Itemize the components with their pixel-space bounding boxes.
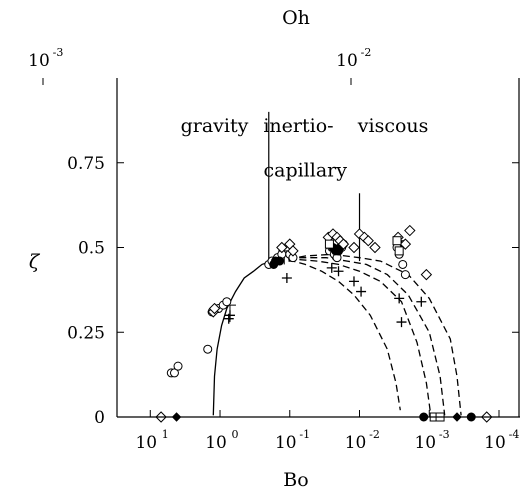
data-point-diamond [404, 224, 416, 237]
data-point-circle [173, 361, 183, 371]
x-tick-label-bottom: 10 [414, 433, 436, 453]
data-point-circle [203, 344, 213, 354]
x-tick-label-bottom: 10 [484, 433, 506, 453]
x-tick-label-bottom-exp: -4 [509, 428, 520, 441]
x-tick-label-top-exp: -3 [53, 46, 64, 59]
data-point-plus [333, 266, 344, 277]
data-point-diamond [362, 235, 374, 247]
data-point-plus [356, 286, 367, 297]
y-tick-label: 0.5 [78, 239, 105, 259]
region-label: inertio- [263, 115, 333, 137]
data-point-circle [398, 259, 408, 269]
data-point-square [324, 239, 334, 249]
x-tick-label-bottom-exp: 0 [232, 428, 239, 441]
model-curve-dashed [277, 257, 446, 416]
data-point-square [392, 236, 402, 246]
x-tick-label-top: 10 [28, 51, 50, 71]
x-tick-label-bottom: 10 [135, 433, 157, 453]
x-tick-label-bottom-exp: -3 [439, 428, 450, 441]
data-point-diamond [348, 241, 360, 254]
data-point-diamond [420, 268, 433, 281]
data-point-diamond [208, 302, 221, 315]
data-point-diamond [287, 245, 299, 257]
axes: 10 1 10 0 10 -1 10 -2 10 -3 10-410-3 10 -200.250.50.… [28, 46, 520, 453]
region-label: gravity [181, 115, 249, 137]
x-axis-top-label: Oh [282, 7, 310, 29]
data-point-plus [416, 296, 427, 307]
x-tick-label-bottom: 10 [205, 433, 227, 453]
model-curve-dashed [277, 258, 432, 416]
x-tick-label-bottom-exp: -2 [369, 428, 380, 441]
data-point-diamond [337, 238, 350, 250]
x-tick-label-bottom: 10 [275, 433, 297, 453]
x-tick-label-bottom-exp: -1 [299, 428, 310, 441]
x-tick-label-top-exp: -2 [361, 46, 372, 59]
y-axis-label: ζ [29, 251, 41, 273]
model-curve-dashed [277, 260, 401, 411]
region-label: viscous [357, 115, 429, 137]
plot-area: gravity inertio-capillary viscous [155, 111, 493, 423]
x-tick-label-bottom: 10 [345, 433, 367, 453]
data-point-circle [169, 368, 179, 378]
x-tick-label-bottom-exp: 1 [162, 428, 169, 441]
data-point-plus [348, 276, 359, 287]
data-point-plus [224, 310, 235, 321]
model-curve-solid [212, 260, 278, 416]
data-point-circle [222, 297, 232, 307]
region-label: capillary [263, 159, 347, 181]
data-point-filled-circle [275, 256, 285, 266]
data-point-circle [400, 270, 410, 280]
y-tick-label: 0.75 [67, 154, 105, 174]
data-point-square [394, 246, 404, 256]
model-curve-dashed [277, 253, 462, 416]
y-tick-label: 0.25 [67, 323, 105, 343]
data-point-diamond [276, 241, 288, 254]
data-point-plus [326, 262, 337, 273]
data-point-diamond [369, 241, 381, 254]
y-tick-label: 0 [94, 408, 105, 428]
data-point-plus [396, 317, 407, 328]
x-axis-bottom-label: Bo [283, 469, 308, 491]
data-point-plus [281, 273, 292, 284]
data-point-plus [394, 293, 405, 304]
x-tick-label-top: 10 [336, 51, 358, 71]
data-point-diamond [353, 228, 366, 240]
